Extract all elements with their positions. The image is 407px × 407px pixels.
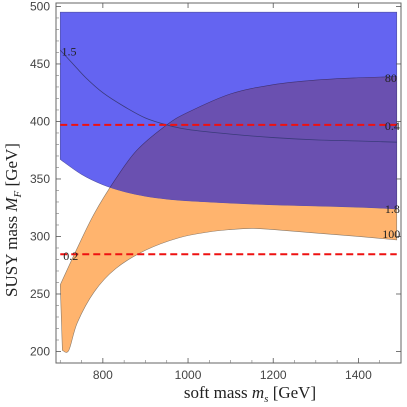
annotation-layer: 1.5 80 0.4 1.8 100 0.2 bbox=[62, 44, 401, 263]
contour-annotation: 1.5 bbox=[62, 44, 77, 58]
y-tick-label: 450 bbox=[30, 57, 50, 71]
overlap-region bbox=[60, 76, 397, 209]
contour-annotation: 0.2 bbox=[63, 249, 78, 263]
x-tick-label: 1400 bbox=[345, 368, 372, 382]
x-tick-label: 1200 bbox=[260, 368, 287, 382]
y-tick-label: 300 bbox=[30, 229, 50, 243]
contour-annotation: 80 bbox=[385, 71, 397, 85]
plot-frame bbox=[55, 2, 402, 364]
x-axis-unit: [GeV] bbox=[273, 383, 316, 402]
y-axis-subscript: F bbox=[12, 190, 24, 198]
y-axis-title: SUSY mass MF [GeV] bbox=[2, 143, 24, 297]
overlap-group bbox=[60, 76, 397, 209]
x-axis-subscript: s bbox=[264, 393, 268, 405]
contour-annotation: 100 bbox=[382, 227, 400, 241]
region-layer bbox=[59, 11, 398, 353]
y-axis-unit: [GeV] bbox=[2, 143, 21, 186]
x-tick-label: 800 bbox=[93, 368, 113, 382]
tick-layer: 800 1000 1200 1400 200 250 300 350 400 450 500 bbox=[30, 0, 401, 382]
contour-annotation: 1.8 bbox=[385, 202, 400, 216]
x-axis-title: soft mass ms [GeV] bbox=[184, 383, 316, 405]
y-tick-label: 200 bbox=[30, 344, 50, 358]
x-axis-label-text: soft mass bbox=[184, 383, 248, 402]
y-tick-label: 350 bbox=[30, 172, 50, 186]
y-tick-label: 400 bbox=[30, 114, 50, 128]
contour-curve bbox=[59, 49, 397, 143]
y-axis-symbol: M bbox=[2, 197, 21, 213]
y-tick-label: 500 bbox=[30, 0, 50, 13]
y-axis-label-text: SUSY mass bbox=[2, 216, 21, 297]
x-tick-label: 1000 bbox=[175, 368, 202, 382]
contour-annotation: 0.4 bbox=[385, 119, 400, 133]
y-tick-label: 250 bbox=[30, 287, 50, 301]
line-layer bbox=[59, 49, 397, 256]
x-axis-symbol: m bbox=[252, 383, 264, 402]
